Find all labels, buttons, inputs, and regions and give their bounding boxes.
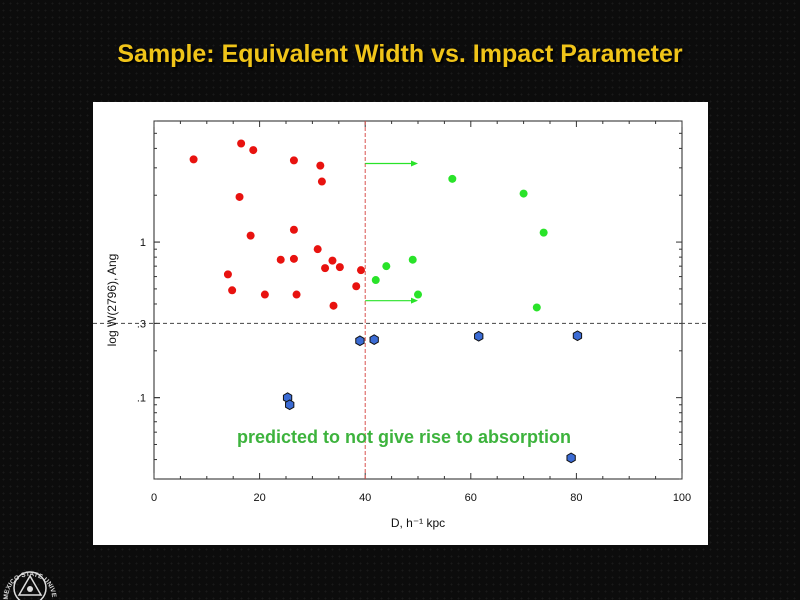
data-point bbox=[321, 264, 330, 273]
data-point-blue bbox=[355, 335, 365, 347]
plot-frame bbox=[153, 120, 683, 480]
slide-title: Sample: Equivalent Width vs. Impact Para… bbox=[117, 40, 683, 68]
data-point bbox=[289, 225, 298, 234]
data-point-blue bbox=[285, 399, 295, 411]
arrow-head bbox=[411, 160, 418, 167]
data-point bbox=[335, 263, 344, 272]
data-point bbox=[316, 161, 325, 170]
data-point bbox=[223, 270, 232, 279]
x-tick-label: 80 bbox=[570, 492, 582, 504]
data-point-blue bbox=[566, 452, 576, 464]
tick-marks bbox=[153, 120, 683, 480]
x-tick-labels: 0 20 40 60 80 100 bbox=[151, 492, 691, 504]
data-point bbox=[519, 189, 528, 198]
scatter-chart: 0 20 40 60 80 100 1 .3 .1 predicted to not give… bbox=[93, 120, 708, 530]
data-point bbox=[448, 174, 457, 183]
data-point bbox=[249, 146, 258, 155]
data-point bbox=[532, 303, 541, 312]
data-point bbox=[246, 231, 255, 240]
x-tick-label: 0 bbox=[151, 492, 157, 504]
data-point bbox=[356, 266, 365, 275]
data-point bbox=[414, 290, 422, 299]
data-point bbox=[260, 290, 269, 299]
data-point-blue bbox=[369, 334, 379, 346]
data-point bbox=[189, 155, 198, 164]
data-point bbox=[352, 282, 361, 291]
y-tick-label: .1 bbox=[137, 393, 146, 405]
data-points bbox=[189, 139, 583, 464]
data-point bbox=[292, 290, 301, 299]
x-tick-label: 60 bbox=[465, 492, 477, 504]
data-point bbox=[235, 192, 244, 201]
y-tick-labels: 1 .3 .1 bbox=[137, 237, 146, 405]
data-point bbox=[408, 255, 417, 264]
arrows bbox=[365, 160, 418, 304]
x-tick-label: 40 bbox=[359, 492, 371, 504]
data-point bbox=[228, 286, 237, 295]
y-tick-label: .3 bbox=[137, 318, 146, 330]
data-point bbox=[313, 245, 322, 254]
data-point bbox=[237, 139, 246, 148]
data-point-blue bbox=[572, 330, 583, 342]
data-point bbox=[276, 255, 285, 264]
data-point bbox=[371, 276, 380, 285]
y-axis-label: log W(2796), Ang bbox=[105, 254, 119, 347]
data-point bbox=[539, 228, 548, 237]
seal-text: NEW MEXICO STATE UNIVERSITY bbox=[0, 548, 57, 600]
seal-center bbox=[27, 586, 33, 592]
chart-panel: 0 20 40 60 80 100 1 .3 .1 predicted to not give… bbox=[93, 102, 708, 545]
x-tick-label: 100 bbox=[673, 492, 691, 504]
x-axis-label: D, h⁻¹ kpc bbox=[391, 516, 445, 530]
data-point bbox=[328, 256, 337, 265]
university-seal: NEW MEXICO STATE UNIVERSITY bbox=[0, 548, 57, 600]
data-point bbox=[329, 301, 338, 310]
annotation-text: predicted to not give rise to absorption bbox=[237, 427, 571, 447]
x-tick-label: 20 bbox=[253, 492, 265, 504]
data-point bbox=[382, 262, 391, 271]
seal-triangle bbox=[17, 574, 43, 596]
arrow-head bbox=[411, 297, 418, 304]
data-point-blue bbox=[474, 330, 484, 342]
data-point bbox=[289, 254, 298, 263]
data-point bbox=[289, 156, 298, 165]
y-tick-label: 1 bbox=[140, 237, 146, 249]
data-point bbox=[317, 177, 326, 186]
seal-ring bbox=[13, 571, 47, 600]
